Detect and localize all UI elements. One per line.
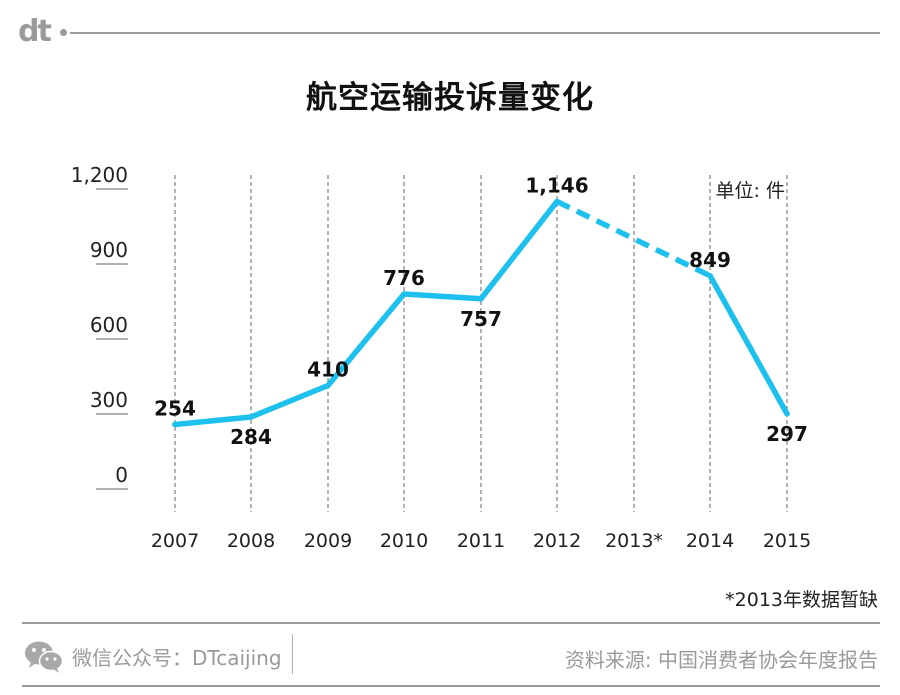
x-tick-label: 2007 bbox=[151, 530, 199, 552]
chart-title: 航空运输投诉量变化 bbox=[306, 80, 594, 116]
wechat-icon bbox=[25, 641, 64, 673]
header-rule bbox=[70, 32, 880, 34]
y-tick-label: 300 bbox=[90, 388, 128, 412]
data-point-2009 bbox=[325, 382, 331, 389]
wechat-label: 微信公众号：DTcaijing bbox=[72, 645, 282, 670]
y-tick-label: 1,200 bbox=[71, 163, 128, 187]
dt-logo: dt bbox=[18, 14, 52, 49]
logo-dot bbox=[60, 29, 67, 36]
x-tick-label: 2011 bbox=[457, 530, 505, 552]
data-label: 1,146 bbox=[525, 174, 588, 198]
data-label: 410 bbox=[307, 358, 349, 382]
data-point-2015 bbox=[784, 410, 790, 417]
x-tick-label: 2008 bbox=[227, 530, 275, 552]
data-point-2007 bbox=[172, 421, 178, 428]
y-tick-label: 900 bbox=[90, 238, 128, 262]
series-line bbox=[707, 273, 790, 417]
footer-rule-top bbox=[22, 622, 880, 624]
wechat-account: 微信公众号：DTcaijing bbox=[24, 638, 282, 674]
footer-rule-bottom bbox=[22, 685, 880, 687]
data-label: 757 bbox=[460, 307, 502, 331]
x-tick-label: 2009 bbox=[304, 530, 352, 552]
missing-data-note: *2013年数据暂缺 bbox=[725, 589, 878, 611]
footer-separator bbox=[292, 634, 293, 674]
data-point-2012 bbox=[554, 198, 560, 205]
data-point-2011 bbox=[478, 295, 484, 302]
data-label: 776 bbox=[383, 266, 425, 290]
unit-label: 单位: 件 bbox=[716, 180, 785, 202]
top-bar: dt bbox=[0, 0, 900, 70]
data-point-2014 bbox=[707, 272, 713, 279]
series-line bbox=[172, 198, 560, 428]
x-tick-label: 2014 bbox=[686, 530, 734, 552]
line-chart: 0 300 600 900 1,200 2007 2008 2009 2010 2011 2012 2… bbox=[71, 163, 811, 552]
data-source: 资料来源: 中国消费者协会年度报告 bbox=[564, 648, 878, 672]
data-label: 254 bbox=[154, 397, 196, 421]
x-tick-label: 2015 bbox=[763, 530, 811, 552]
y-tick-label: 0 bbox=[115, 463, 128, 487]
data-label: 297 bbox=[766, 422, 808, 446]
data-point-2010 bbox=[401, 291, 407, 297]
y-tick-label: 600 bbox=[90, 313, 128, 337]
x-tick-label: 2013* bbox=[605, 530, 663, 552]
data-label: 849 bbox=[689, 248, 731, 272]
data-label: 284 bbox=[230, 425, 272, 449]
x-tick-label: 2010 bbox=[380, 530, 428, 552]
data-point-2008 bbox=[248, 414, 254, 420]
missing-data-dashed-line bbox=[555, 199, 712, 279]
x-tick-label: 2012 bbox=[533, 530, 581, 552]
